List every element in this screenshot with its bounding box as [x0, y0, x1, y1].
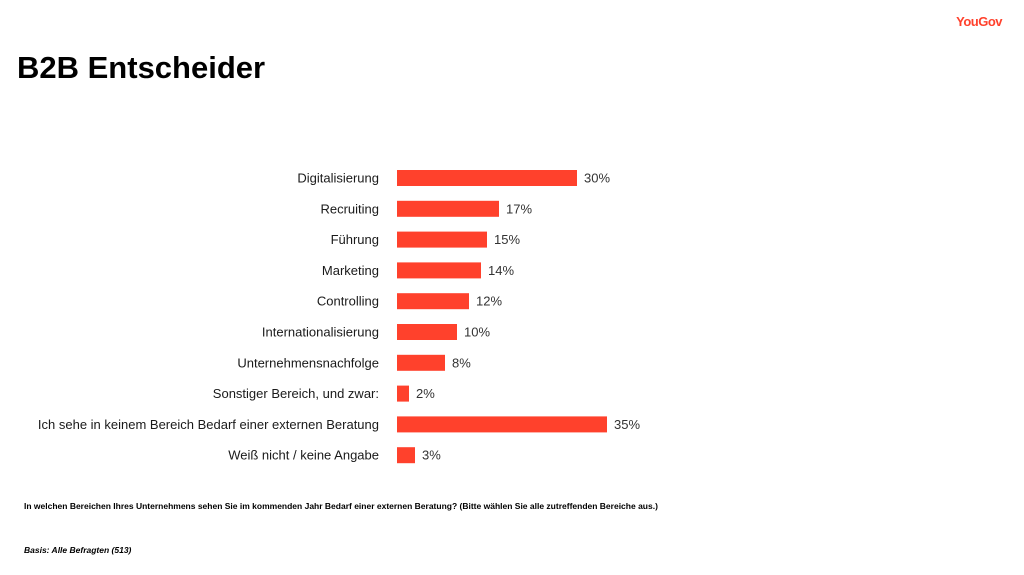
category-label: Marketing [322, 263, 379, 278]
value-label: 30% [584, 171, 610, 186]
category-label: Digitalisierung [297, 171, 379, 186]
category-label: Weiß nicht / keine Angabe [228, 448, 379, 463]
bar [397, 324, 457, 340]
category-label: Internationalisierung [262, 325, 379, 340]
bar [397, 416, 607, 433]
value-label: 2% [416, 386, 435, 401]
category-label: Ich sehe in keinem Bereich Bedarf einer … [38, 417, 379, 432]
yougov-logo: YouGov [956, 14, 1002, 29]
bar-chart: Digitalisierung 30% Recruiting 17% Führung 15… [38, 170, 640, 464]
value-label: 8% [452, 355, 471, 370]
bar [397, 385, 409, 402]
value-label: 12% [476, 294, 502, 309]
value-label: 17% [506, 201, 532, 216]
bar [397, 262, 481, 279]
category-label: Sonstiger Bereich, und zwar: [213, 386, 379, 401]
category-label: Führung [331, 232, 379, 247]
bar [397, 170, 577, 186]
survey-basis: Basis: Alle Befragten (513) [24, 545, 132, 555]
survey-question: In welchen Bereichen Ihres Unternehmens … [24, 501, 658, 511]
value-label: 10% [464, 325, 490, 340]
page-title: B2B Entscheider [17, 50, 266, 85]
value-label: 15% [494, 232, 520, 247]
category-label: Recruiting [320, 201, 379, 216]
bar [397, 293, 469, 310]
category-label: Unternehmensnachfolge [237, 355, 379, 370]
category-label: Controlling [317, 294, 379, 309]
value-label: 14% [488, 263, 514, 278]
value-label: 35% [614, 417, 640, 432]
value-label: 3% [422, 448, 441, 463]
bar [397, 354, 445, 371]
bar [397, 200, 499, 217]
bar [397, 447, 415, 464]
bar [397, 231, 487, 248]
